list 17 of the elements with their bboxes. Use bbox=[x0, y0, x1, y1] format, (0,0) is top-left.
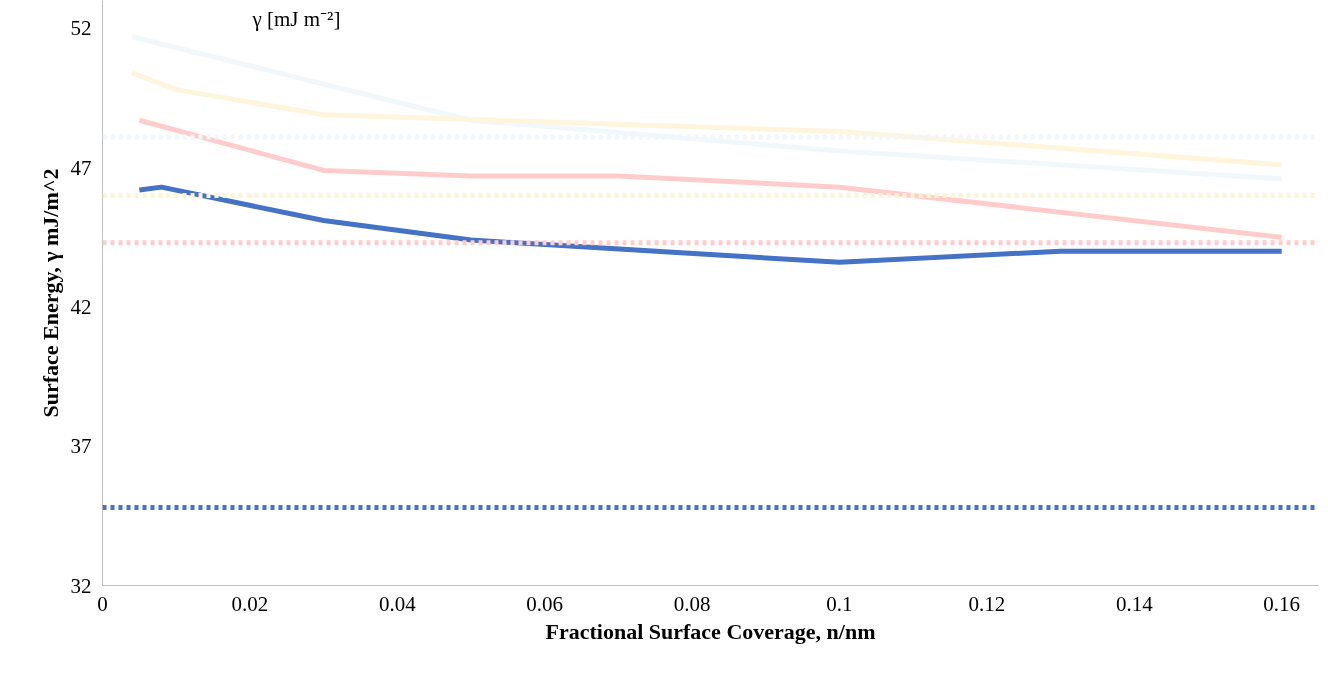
y-tick-label: 47 bbox=[70, 155, 92, 180]
x-tick-label: 0.16 bbox=[1263, 591, 1301, 616]
y-axis-title: Surface Energy, γ mJ/m^2 bbox=[37, 168, 63, 418]
annotation: γ [mJ m⁻²] bbox=[251, 6, 341, 31]
x-tick-label: 0.14 bbox=[1115, 591, 1154, 616]
y-tick-label: 52 bbox=[70, 16, 92, 41]
y-tick-label: 37 bbox=[70, 434, 92, 459]
x-tick-label: 0.06 bbox=[526, 591, 564, 616]
x-tick-label: 0.1 bbox=[826, 591, 853, 616]
x-tick-label: 0 bbox=[97, 591, 108, 616]
x-tick-label: 0.04 bbox=[378, 591, 417, 616]
y-tick-label: 42 bbox=[70, 294, 92, 319]
x-tick-label: 0.08 bbox=[673, 591, 711, 616]
x-tick-label: 0.12 bbox=[968, 591, 1006, 616]
x-tick-label: 0.02 bbox=[231, 591, 269, 616]
y-tick-label: 32 bbox=[70, 573, 92, 598]
x-axis-title: Fractional Surface Coverage, n/nm bbox=[545, 618, 876, 644]
